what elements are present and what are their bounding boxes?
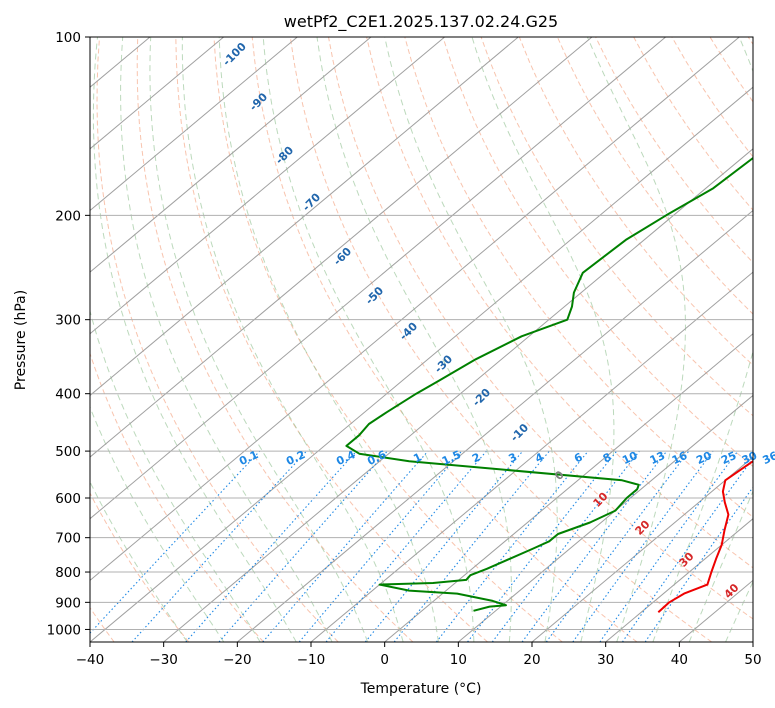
mixing-ratio-line [185,450,357,642]
dry-adiabat-line [442,37,753,468]
x-tick-label: 20 [523,652,540,668]
plot-background [90,37,753,642]
y-tick-label: 300 [55,313,81,329]
pressure-grid [90,37,753,630]
isotherm-line [90,37,740,582]
mixing-ratio-label: 10 [620,449,640,467]
moist-adiabat-line [90,405,225,642]
y-tick-label: 1000 [47,622,81,638]
moist-adiabat-line [652,37,753,642]
moist-adiabat-line [218,37,439,642]
y-tick-label: 700 [55,531,81,547]
chart-title: wetPf2_C2E1.2025.137.02.24.G25 [284,12,558,32]
y-tick-label: 200 [55,208,81,224]
isotherm-line [458,394,753,642]
dry-adiabat-line [90,352,264,642]
temperature-profile-line [657,459,753,613]
y-axis-label: Pressure (hPa) [13,290,29,390]
isotherm-line [90,37,224,150]
isotherm-line [531,456,753,642]
moist-adiabat-line [262,37,475,642]
dry-adiabat-line [289,37,712,642]
mixing-ratio-line [491,450,640,642]
dry-adiabat-line [328,37,753,620]
plot-frame [89,36,754,643]
isotherm-line [90,37,372,273]
isotherm-line [90,37,593,458]
x-tick-label: −40 [76,652,105,668]
isotherm-line [605,518,753,642]
y-tick-label: 600 [55,491,81,507]
isotherm-line [90,86,753,642]
isotherm-line [90,37,445,335]
x-tick-label: −20 [223,652,252,668]
dry-adiabat-line [251,37,638,642]
mixing-ratio-line [325,450,487,642]
x-tick-label: 40 [671,652,688,668]
dry-adiabat-line [213,37,563,642]
sounding-series [345,156,753,613]
mixing-ratio-label: 20 [694,449,714,467]
moist-adiabat-line [384,37,558,642]
mixing-ratio-label: 16 [670,449,690,467]
moist-adiabat-line [90,480,188,642]
x-axis-ticks: −40 −30 −20 −10 0 10 20 30 40 50 [76,642,762,668]
moist-adiabat-line [181,37,404,642]
moist-adiabat-line [90,309,261,642]
y-tick-label: 100 [55,30,81,46]
isotherm-line [163,148,753,642]
mixing-ratio-label: 13 [648,449,667,467]
isotherm-line [90,37,519,397]
moist-adiabat-line [688,489,753,642]
isotherm-line [90,37,666,520]
dry-adiabat-line [96,37,339,642]
x-tick-label: 30 [597,652,614,668]
mixing-ratio-line [393,450,550,642]
mixing-ratio-line [218,450,388,642]
moist-adiabat-line [149,37,369,642]
dry-adiabat-line [366,37,753,569]
x-tick-label: 0 [380,652,389,668]
mixing-ratio-label: 36 [761,449,775,467]
mixing-ratio-line [364,450,524,642]
y-tick-label: 400 [55,387,81,403]
moist-adiabat-line [120,37,333,642]
mixing-ratio-label: 25 [719,449,738,467]
mixing-ratio-line [90,450,261,634]
isotherm-line [310,271,753,642]
mixing-ratio-line [599,450,739,642]
dry-adiabat-line [136,37,414,642]
isotherm-line [237,209,753,642]
dewpoint-profile-line [345,156,753,612]
y-axis-ticks: 100 200 300 400 500 600 700 800 900 1000 [47,30,90,638]
mixing-ratio-line [621,457,753,642]
moist-adiabat-line [471,37,615,642]
background-lines [90,37,753,642]
x-axis-label: Temperature (°C) [360,681,482,697]
x-tick-label: 50 [744,652,761,668]
isotherm-line [384,333,753,642]
y-tick-label: 800 [55,565,81,581]
x-tick-label: −10 [297,652,326,668]
mixing-ratio-line [545,450,690,642]
isotherm-line [90,37,298,212]
mixing-ratio-label: 30 [740,449,760,467]
y-tick-label: 900 [55,595,81,611]
mixing-ratio-line [644,486,753,642]
moist-adiabat-line [92,37,297,642]
moist-adiabat-line [316,37,512,642]
mixing-ratio-line [435,450,589,642]
y-tick-label: 500 [55,444,81,460]
mixing-ratio-line [521,450,668,642]
mixing-ratio-line [572,450,714,642]
dry-adiabat-line [518,37,753,366]
x-tick-label: −30 [149,652,178,668]
x-tick-label: 10 [450,652,467,668]
